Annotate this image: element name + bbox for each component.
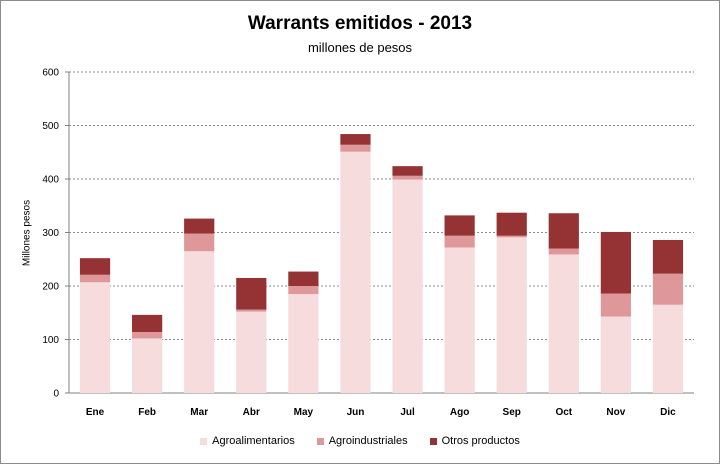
bar-segment-1 — [79, 282, 111, 393]
bar-segment-1 — [340, 151, 371, 393]
legend-label-otros-productos: Otros productos — [441, 435, 520, 447]
legend-label-agroindustriales: Agroindustriales — [328, 435, 408, 447]
chart-subtitle: millones de pesos — [307, 40, 413, 55]
bar-segment-2 — [444, 235, 475, 248]
bar-segment-3 — [392, 166, 423, 176]
bar-segment-2 — [652, 273, 684, 305]
bar-segment-3 — [548, 213, 579, 249]
bar-segment-1 — [652, 304, 684, 393]
y-tick-label: 0 — [53, 389, 59, 400]
x-tick-label: May — [294, 407, 314, 418]
y-tick-label: 500 — [42, 121, 59, 132]
bar-segment-1 — [444, 247, 475, 393]
bar-segment-3 — [444, 215, 475, 236]
legend-item-otros-productos: Otros productos — [429, 435, 520, 447]
bar-segment-2 — [548, 248, 579, 255]
x-tick-label: Jul — [400, 407, 415, 418]
y-tick-label: 100 — [42, 335, 59, 346]
y-tick-label: 600 — [42, 68, 59, 79]
legend-swatch-agroindustriales — [316, 437, 324, 445]
bar-segment-2 — [236, 309, 267, 312]
bar-segment-2 — [496, 235, 527, 238]
y-tick-label: 300 — [42, 228, 59, 239]
x-tick-label: Mar — [190, 407, 208, 418]
y-tick-label: 200 — [42, 282, 59, 293]
bar-segment-1 — [392, 179, 423, 393]
bar-segment-3 — [184, 218, 215, 234]
bar-segment-3 — [288, 271, 319, 286]
bar-segment-3 — [132, 314, 163, 333]
x-tick-label: Abr — [243, 407, 260, 418]
legend-label-agroalimentarios: Agroalimentarios — [212, 435, 295, 447]
bar-segment-3 — [340, 134, 371, 145]
legend-swatch-agroalimentarios — [200, 437, 208, 445]
x-tick-label: Dic — [660, 407, 676, 418]
bar-segment-1 — [600, 316, 631, 393]
bar-segment-3 — [652, 239, 684, 274]
bar-segment-2 — [79, 274, 111, 283]
x-tick-label: Feb — [138, 407, 156, 418]
chart-title: Warrants emitidos - 2013 — [247, 13, 473, 34]
legend-item-agroalimentarios: Agroalimentarios — [200, 435, 295, 447]
bar-segment-3 — [600, 231, 631, 294]
legend-swatch-otros-productos — [429, 437, 437, 445]
bar-segment-1 — [236, 311, 267, 393]
x-tick-label: Sep — [503, 407, 521, 418]
bar-segment-3 — [79, 258, 111, 275]
x-tick-label: Nov — [606, 407, 625, 418]
bar-segment-1 — [184, 251, 215, 393]
bar-segment-3 — [496, 212, 527, 236]
bar-segment-2 — [288, 286, 319, 295]
bar-segment-2 — [392, 175, 423, 180]
chart-legend: Agroalimentarios Agroindustriales Otros … — [1, 435, 719, 447]
x-tick-label: Ago — [450, 407, 469, 418]
bar-segment-1 — [132, 338, 163, 393]
bar-segment-2 — [132, 332, 163, 339]
x-tick-label: Ene — [86, 407, 105, 418]
y-tick-label: 400 — [42, 175, 59, 186]
x-tick-label: Oct — [555, 407, 572, 418]
legend-item-agroindustriales: Agroindustriales — [316, 435, 408, 447]
bar-segment-1 — [548, 254, 579, 393]
bar-segment-1 — [496, 237, 527, 393]
x-tick-label: Jun — [347, 407, 365, 418]
bar-segment-2 — [340, 144, 371, 152]
bar-segment-3 — [236, 277, 267, 310]
bar-segment-2 — [600, 293, 631, 317]
bar-segment-1 — [288, 294, 319, 393]
bar-segment-2 — [184, 233, 215, 252]
